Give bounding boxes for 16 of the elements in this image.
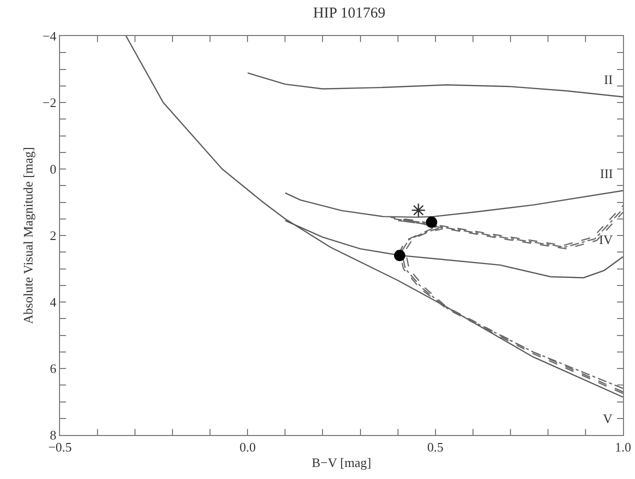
y-tick-label: 6: [50, 361, 57, 376]
series-label: V: [603, 411, 613, 426]
series-label: III: [600, 166, 613, 181]
series-label: II: [604, 72, 613, 87]
x-tick-label: 1.0: [614, 440, 632, 455]
y-tick-label: 4: [50, 294, 57, 310]
y-tick-label: 0: [50, 162, 56, 177]
x-axis-title: B−V [mag]: [312, 455, 372, 470]
y-tick-label: −2: [42, 95, 56, 110]
x-tick-label: 0.5: [427, 440, 444, 455]
series-label: IV: [599, 232, 614, 247]
y-tick-label: 2: [50, 228, 56, 244]
y-axis-title: Absolute Visual Magnitude [mag]: [20, 147, 36, 324]
chart-title: HIP 101769: [313, 6, 386, 22]
x-tick-label: 0.0: [240, 440, 256, 455]
y-tick-label: −4: [42, 28, 57, 44]
